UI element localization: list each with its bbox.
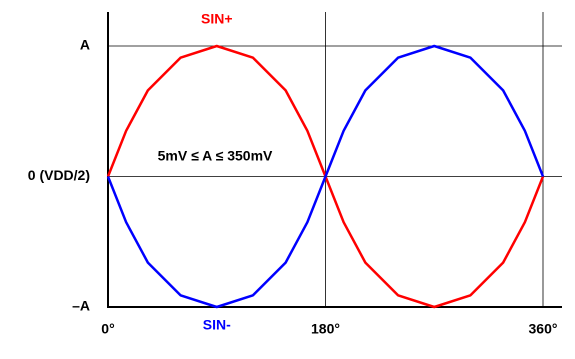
y-tick-label: –A xyxy=(72,298,90,314)
annotation: 5mV ≤ A ≤ 350mV xyxy=(158,148,273,164)
x-tick-label: 180° xyxy=(311,321,340,337)
legend-label: SIN- xyxy=(203,317,231,333)
x-tick-label: 360° xyxy=(529,321,558,337)
x-tick-label: 0° xyxy=(101,321,114,337)
legend-label: SIN+ xyxy=(201,11,233,27)
series-line xyxy=(106,44,545,309)
y-tick-label: 0 (VDD/2) xyxy=(28,167,90,183)
y-tick-label: A xyxy=(80,37,90,53)
